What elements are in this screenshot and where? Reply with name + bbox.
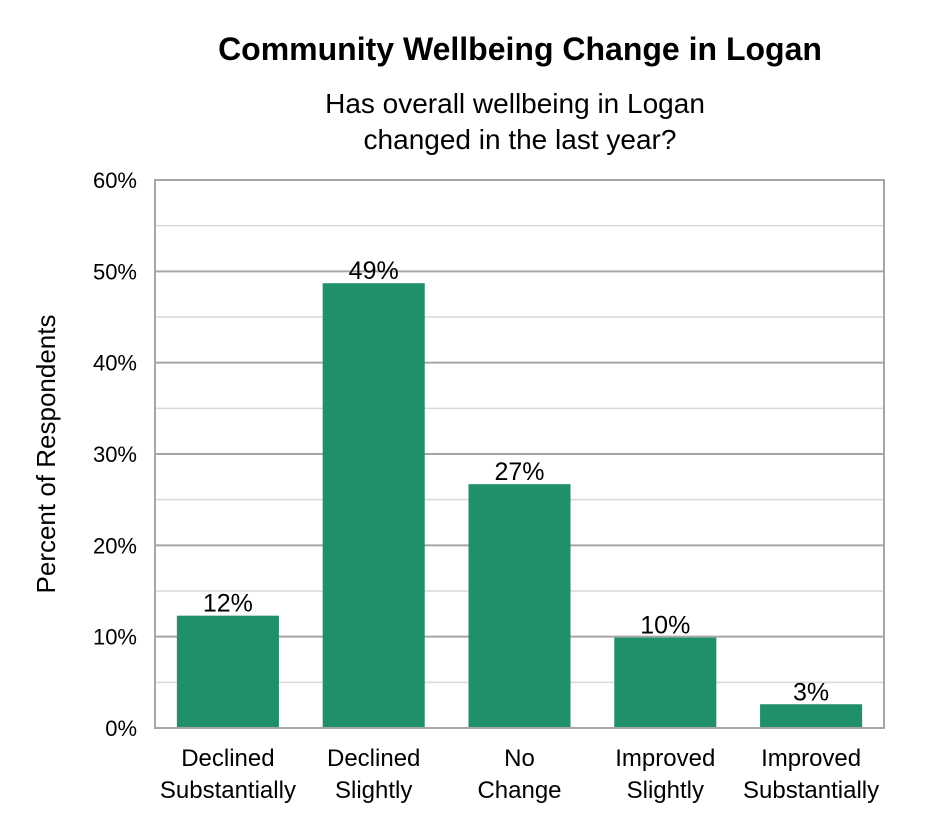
y-tick-label: 50% <box>93 259 137 284</box>
data-label: 3% <box>793 678 829 706</box>
x-category-label: Improved <box>615 745 715 772</box>
y-tick-label: 20% <box>93 533 137 558</box>
bar <box>614 637 717 728</box>
x-category-label: Change <box>477 777 561 804</box>
x-category-label: Substantially <box>743 777 879 804</box>
y-tick-label: 0% <box>105 716 137 741</box>
bar <box>322 283 425 728</box>
y-axis-label: Percent of Respondents <box>31 315 61 594</box>
y-tick-label: 60% <box>93 168 137 193</box>
bar <box>468 484 571 728</box>
x-category-label: Improved <box>761 745 861 772</box>
chart-title: Community Wellbeing Change in Logan <box>218 31 822 67</box>
y-tick-label: 10% <box>93 625 137 650</box>
x-category-label: Slightly <box>627 777 704 804</box>
bars <box>176 283 863 728</box>
y-tick-label: 40% <box>93 351 137 376</box>
x-category-label: Declined <box>181 745 274 772</box>
y-axis-ticks: 0% 10% 20% 30% 40% 50% 60% <box>93 168 137 741</box>
data-labels: 12% 49% 27% 10% 3% <box>203 257 829 706</box>
bar <box>176 615 279 728</box>
x-axis-categories: Declined Substantially Declined Slightly No C… <box>160 745 879 804</box>
chart-subtitle-line-1: Has overall wellbeing in Logan <box>325 88 705 119</box>
plot-area-frame <box>154 179 885 729</box>
x-category-label: Declined <box>327 745 420 772</box>
chart-subtitle-line-2: changed in the last year? <box>364 124 677 155</box>
data-label: 49% <box>349 257 399 285</box>
data-label: 10% <box>640 612 690 640</box>
x-category-label: Substantially <box>160 777 296 804</box>
x-category-label: No <box>504 745 535 772</box>
bar <box>760 704 863 728</box>
y-tick-label: 30% <box>93 442 137 467</box>
data-label: 27% <box>494 458 544 486</box>
data-label: 12% <box>203 590 253 618</box>
x-category-label: Slightly <box>335 777 412 804</box>
